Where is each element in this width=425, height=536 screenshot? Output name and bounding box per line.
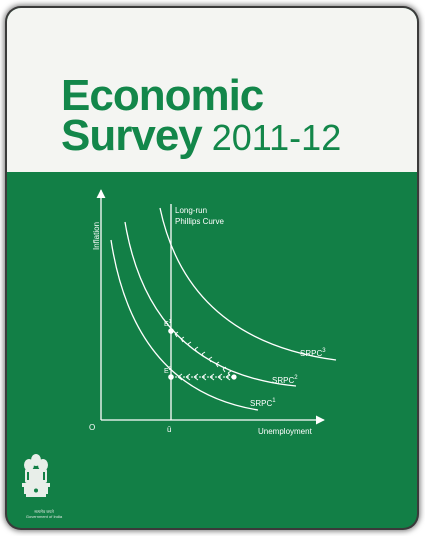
cover-title-survey: Survey <box>61 111 203 160</box>
srpc3-sup: 3 <box>322 348 326 354</box>
origin-label: O <box>89 423 95 432</box>
cover-title-line2: Survey 2011-12 <box>61 112 341 162</box>
book-cover: Economic Survey 2011-12 <box>7 8 417 528</box>
e1-text: E <box>164 321 169 328</box>
emblem-caption: सत्यमेव जयते Government of India <box>12 509 76 519</box>
point-e1 <box>168 328 174 334</box>
e2-text: E <box>164 368 169 375</box>
srpc2-label: SRPC2 <box>272 375 298 385</box>
natural-rate-label: ū <box>167 425 171 434</box>
y-axis-label: Inflation <box>92 222 101 250</box>
emblem-caption-english: Government of India <box>25 514 63 519</box>
srpc2-sup: 2 <box>294 375 298 381</box>
e2-sup: 2 <box>169 366 172 372</box>
cover-year: 2011-12 <box>211 117 342 158</box>
srpc1-text: SRPC <box>250 399 272 408</box>
srpc1-sup: 1 <box>272 398 276 404</box>
point-e2 <box>168 374 174 380</box>
srpc1-label: SRPC1 <box>250 398 276 408</box>
emblem-caption-native: सत्यमेव जयते <box>34 509 54 514</box>
srpc3-text: SRPC <box>300 349 322 358</box>
srpc2-curve <box>124 221 297 387</box>
x-axis-label: Unemployment <box>258 427 313 436</box>
e1-sup: 1 <box>169 319 172 325</box>
point-end <box>231 374 237 380</box>
srpc3-curve <box>159 207 337 361</box>
lrpc-label-line2: Phillips Curve <box>175 217 224 226</box>
e1-to-e2-arrows <box>174 331 232 381</box>
srpc1-curve <box>110 239 259 411</box>
cover-title-line1: Economic <box>61 71 264 120</box>
ashoka-emblem-icon <box>22 454 50 497</box>
e1-label: E1 <box>164 319 172 328</box>
cover-title-area: Economic Survey 2011-12 <box>7 8 417 172</box>
e2-label: E2 <box>164 366 172 375</box>
lrpc-label-line1: Long-run <box>175 206 207 215</box>
srpc3-label: SRPC3 <box>300 348 326 358</box>
srpc2-text: SRPC <box>272 376 294 385</box>
